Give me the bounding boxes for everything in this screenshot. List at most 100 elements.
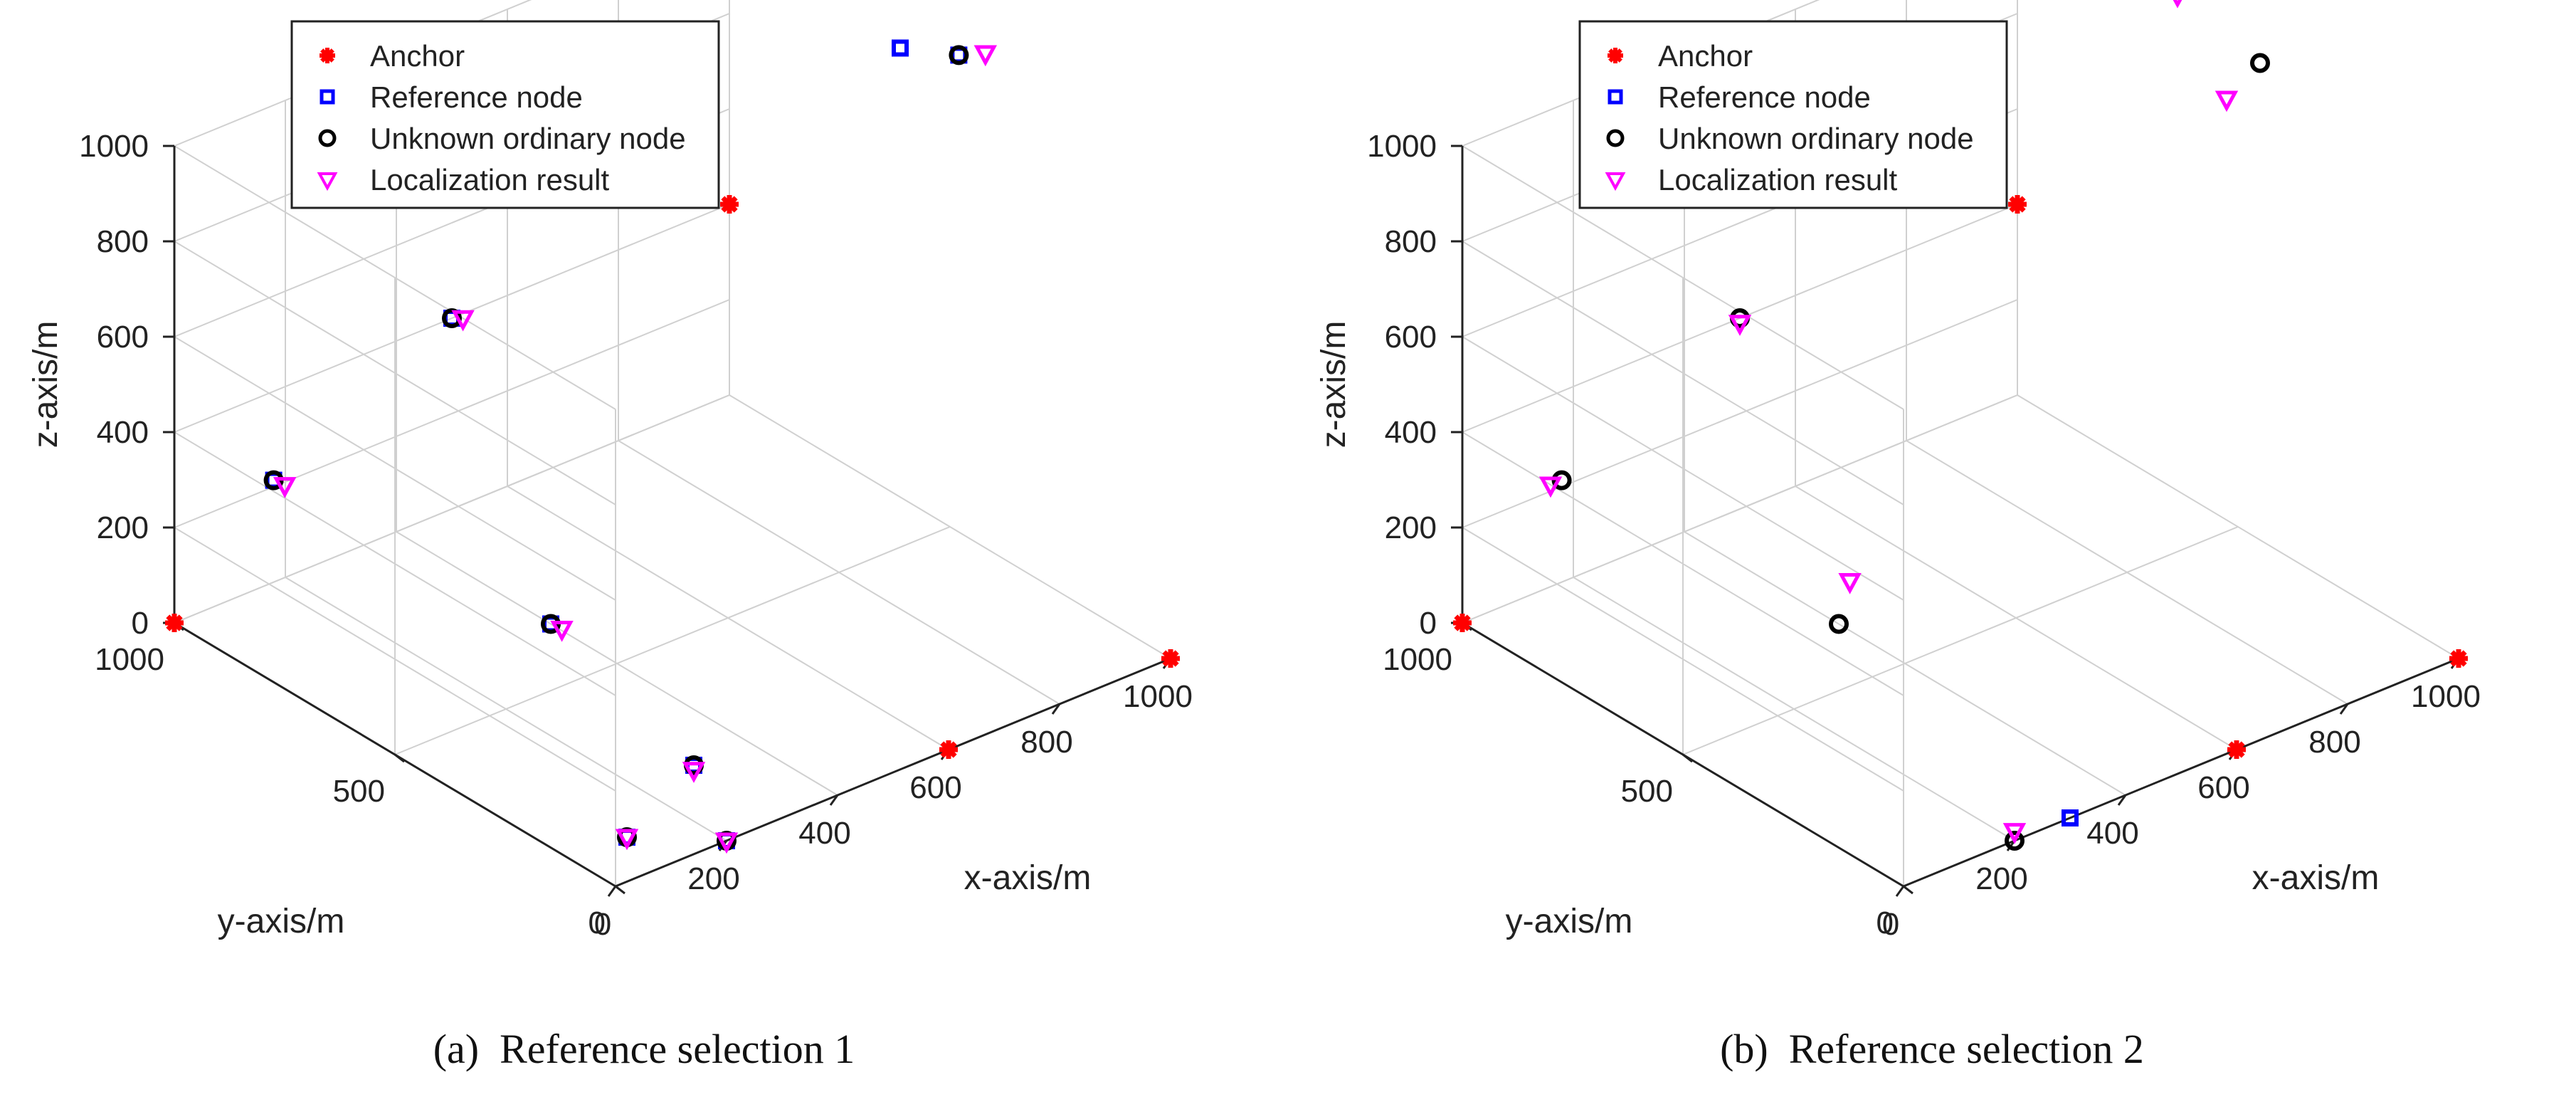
panel-b: 0 200 400 600 800 1000 0 500 1000 0 200 400 600 800 10…	[1288, 0, 2576, 1097]
x-tick-label: 600	[2197, 770, 2249, 805]
y-tick	[394, 753, 405, 763]
z-axis-label: z-axis/m	[1315, 321, 1353, 448]
legend-label: Unknown ordinary node	[1658, 122, 1974, 155]
x-tick-label: 1000	[1123, 679, 1193, 714]
chart-a: 0200400600800100005001000020040060080010…	[27, 0, 1193, 942]
grid-line	[1682, 526, 2239, 755]
panel-a: 0 200 400 600 800 1000 0 500 1000 0 200 400 600 800 10…	[0, 0, 1288, 1073]
x-axis-line	[1903, 657, 2459, 888]
y-tick	[1682, 753, 1693, 763]
x-axis-label: x-axis/m	[964, 859, 1092, 897]
z-tick-label: 600	[97, 320, 149, 355]
x-tick-label: 200	[1975, 861, 2027, 896]
anchor-marker	[1453, 614, 1472, 632]
unknown-node-marker	[1551, 470, 1572, 490]
x-tick-label: 400	[798, 816, 850, 851]
chart-b: 0200400600800100005001000020040060080010…	[1315, 0, 2481, 942]
z-tick-label: 200	[97, 510, 149, 545]
caption-a: (a) Reference selection 1	[0, 1025, 1288, 1073]
localization-result-marker	[2215, 90, 2239, 112]
legend-swatch	[317, 172, 338, 191]
z-tick-label: 400	[1385, 415, 1437, 450]
anchor-marker	[1161, 649, 1180, 668]
x-axis-label: x-axis/m	[2252, 859, 2380, 897]
grid-line	[394, 526, 951, 755]
z-tick-label: 1000	[1367, 129, 1437, 164]
legend-swatch	[1606, 129, 1625, 147]
caption-a-label: (a)	[433, 1026, 480, 1072]
z-tick-label: 600	[1385, 320, 1437, 355]
x-tick-label: 400	[2086, 816, 2138, 851]
legend-swatch	[1608, 89, 1623, 105]
caption-b: (b) Reference selection 2	[1288, 1025, 2576, 1073]
legend-swatch	[318, 129, 337, 147]
localization-result-marker	[2002, 823, 2027, 844]
localization-result-marker	[2173, 0, 2182, 9]
localization-result-marker	[682, 762, 706, 783]
anchor-marker	[165, 614, 184, 632]
anchor-marker	[720, 195, 739, 214]
unknown-node-marker	[2005, 831, 2025, 851]
reference-node-marker	[892, 39, 909, 57]
localization-result-marker	[1838, 573, 1862, 594]
reference-node-marker	[2062, 809, 2079, 826]
legend-label: Anchor	[370, 39, 465, 73]
y-tick-label: 1000	[95, 642, 164, 677]
y-tick-label: 500	[333, 774, 385, 809]
z-tick-label: 0	[1420, 606, 1437, 641]
caption-b-text: Reference selection 2	[1788, 1026, 2144, 1072]
localization-result-marker	[273, 477, 297, 498]
y-tick-label: 1000	[1383, 642, 1452, 677]
legend-box	[290, 20, 720, 209]
anchor-marker	[2008, 195, 2027, 214]
x-tick-label: 0	[594, 907, 611, 942]
grid-line	[174, 394, 730, 624]
anchor-marker	[2449, 649, 2468, 668]
z-tick-label: 400	[97, 415, 149, 450]
x-tick-label: 200	[687, 861, 739, 896]
y-axis-label: y-axis/m	[1506, 903, 1633, 940]
x-tick	[607, 886, 617, 897]
anchor-marker	[939, 740, 958, 759]
legend-label: Localization result	[370, 163, 610, 196]
x-tick	[2117, 794, 2127, 806]
x-tick-label: 600	[909, 770, 961, 805]
legend-label: Reference node	[370, 80, 583, 114]
unknown-node-marker	[1829, 614, 1849, 634]
localization-result-marker	[1728, 315, 1752, 336]
legend-swatch	[320, 48, 335, 63]
localization-result-marker	[451, 310, 475, 332]
grid-line	[1462, 394, 2018, 624]
z-axis-label: z-axis/m	[27, 321, 65, 448]
anchor-marker	[2227, 740, 2246, 759]
legend-swatch	[1605, 172, 1626, 191]
z-tick-label: 1000	[79, 129, 149, 164]
legend-box	[1578, 20, 2008, 209]
localization-result-marker	[615, 829, 639, 851]
legend-swatch	[320, 89, 335, 105]
legend-label: Reference node	[1658, 80, 1871, 114]
x-tick-label: 0	[1882, 907, 1899, 942]
localization-result-marker	[1538, 476, 1563, 498]
legend-label: Unknown ordinary node	[370, 122, 686, 155]
z-tick-label: 800	[1385, 224, 1437, 259]
y-tick	[1903, 885, 1913, 895]
x-tick-label: 800	[2308, 725, 2360, 760]
localization-result-marker	[550, 621, 574, 642]
legend-label: Localization result	[1658, 163, 1898, 196]
z-tick-label: 0	[132, 606, 149, 641]
unknown-node-marker	[2250, 53, 2270, 73]
x-tick	[829, 794, 839, 806]
z-tick-label: 800	[97, 224, 149, 259]
legend-label: Anchor	[1658, 39, 1753, 73]
y-tick	[615, 885, 625, 895]
grid-line	[174, 204, 730, 433]
grid-line	[174, 299, 730, 528]
x-tick-label: 1000	[2411, 679, 2481, 714]
y-tick-label: 0	[1876, 906, 1894, 940]
x-tick	[1895, 886, 1905, 897]
caption-a-text: Reference selection 1	[500, 1026, 855, 1072]
localization-result-marker	[714, 832, 739, 854]
x-tick	[2339, 703, 2349, 715]
